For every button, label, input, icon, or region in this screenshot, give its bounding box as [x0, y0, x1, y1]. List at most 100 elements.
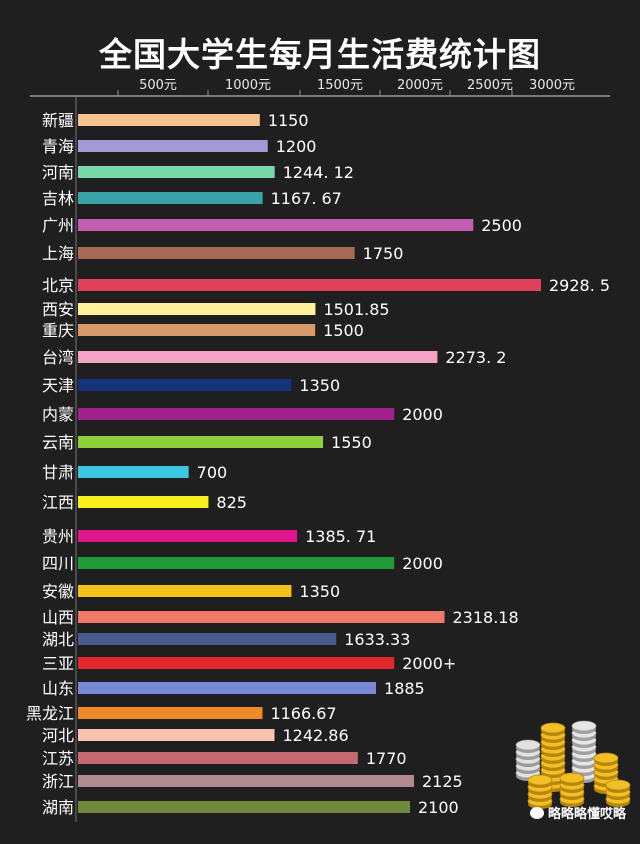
coin: [571, 720, 597, 732]
coin: [540, 722, 566, 734]
value-label: 2000: [402, 554, 443, 573]
bar: [78, 436, 324, 448]
bar: [78, 324, 316, 336]
bar: [78, 466, 189, 478]
category-label: 广州: [42, 216, 74, 235]
value-label: 700: [197, 463, 228, 482]
value-label: 1350: [299, 376, 340, 395]
value-label: 825: [216, 493, 247, 512]
category-label: 青海: [42, 137, 74, 156]
watermark-text: 略略略懂哎略: [547, 807, 626, 822]
bar: [78, 657, 395, 669]
watermark: 略略略懂哎略: [529, 803, 626, 822]
bar: [78, 682, 377, 694]
category-label: 北京: [42, 276, 74, 295]
bar: [78, 166, 275, 178]
category-label: 新疆: [42, 111, 74, 130]
bar: [78, 752, 358, 764]
value-label: 2500: [481, 216, 522, 235]
category-label: 湖南: [42, 798, 74, 817]
coin: [559, 772, 585, 784]
category-label: 安徽: [42, 582, 74, 601]
value-label: 2273. 2: [445, 348, 506, 367]
value-label: 1770: [366, 749, 407, 768]
gold-coins-decoration: [515, 720, 631, 809]
bar: [78, 707, 263, 719]
bar: [78, 114, 260, 126]
category-label: 河南: [42, 163, 74, 182]
bar: [78, 219, 474, 231]
category-label: 贵州: [42, 527, 74, 546]
bar: [78, 530, 298, 542]
category-label: 山东: [42, 679, 74, 698]
value-label: 1350: [299, 582, 340, 601]
x-tick-label: 3000元: [529, 78, 575, 93]
value-label: 2125: [422, 772, 463, 791]
category-label: 西安: [42, 300, 74, 319]
value-label: 1885: [384, 679, 425, 698]
value-label: 2000+: [402, 654, 456, 673]
value-label: 2100: [418, 798, 459, 817]
value-label: 1550: [331, 433, 372, 452]
bar: [78, 379, 292, 391]
bar: [78, 408, 395, 420]
bar: [78, 729, 275, 741]
bar: [78, 279, 541, 291]
category-label: 江苏: [42, 749, 74, 768]
bar: [78, 611, 445, 623]
category-label: 河北: [42, 726, 74, 745]
value-label: 1500: [323, 321, 364, 340]
category-label: 江西: [42, 493, 74, 512]
value-label: 1166.67: [270, 704, 336, 723]
bar: [78, 633, 337, 645]
bar: [78, 557, 395, 569]
x-tick-label: 1500元: [317, 78, 363, 93]
chart-title: 全国大学生每月生活费统计图: [99, 35, 541, 74]
x-tick-label: 2000元: [397, 78, 443, 93]
bar: [78, 775, 414, 787]
value-label: 1385. 71: [305, 527, 376, 546]
category-label: 四川: [42, 554, 74, 573]
value-label: 1200: [276, 137, 317, 156]
value-label: 1633.33: [344, 630, 410, 649]
category-label: 山西: [42, 608, 74, 627]
bar: [78, 585, 292, 597]
value-label: 1244. 12: [283, 163, 354, 182]
coin: [527, 774, 553, 786]
value-label: 1150: [268, 111, 309, 130]
x-tick-label: 1000元: [225, 78, 271, 93]
bar: [78, 496, 209, 508]
x-tick-label: 2500元: [467, 78, 513, 93]
category-label: 云南: [42, 433, 74, 452]
bar: [78, 303, 316, 315]
x-tick-label: 500元: [139, 78, 177, 93]
category-label: 上海: [42, 244, 74, 263]
bar: [78, 140, 268, 152]
category-label: 重庆: [42, 321, 74, 340]
coin: [515, 739, 541, 751]
category-label: 内蒙: [42, 405, 74, 424]
coin: [593, 752, 619, 764]
category-label: 黑龙江: [26, 704, 74, 723]
value-label: 2928. 5: [549, 276, 610, 295]
bar: [78, 247, 355, 259]
category-label: 浙江: [42, 772, 74, 791]
category-label: 吉林: [42, 189, 74, 208]
value-label: 2000: [402, 405, 443, 424]
value-label: 1501.85: [323, 300, 389, 319]
value-label: 1167. 67: [271, 189, 342, 208]
bar: [78, 801, 411, 813]
value-label: 1242.86: [282, 726, 348, 745]
value-label: 2318.18: [453, 608, 519, 627]
category-label: 三亚: [42, 654, 74, 673]
coin: [605, 779, 631, 791]
value-label: 1750: [363, 244, 404, 263]
bar: [78, 192, 263, 204]
category-label: 天津: [42, 376, 74, 395]
wechat-icon: [529, 806, 544, 819]
bar: [78, 351, 438, 363]
category-label: 湖北: [42, 630, 74, 649]
category-label: 台湾: [42, 348, 74, 367]
category-label: 甘肃: [42, 463, 74, 482]
